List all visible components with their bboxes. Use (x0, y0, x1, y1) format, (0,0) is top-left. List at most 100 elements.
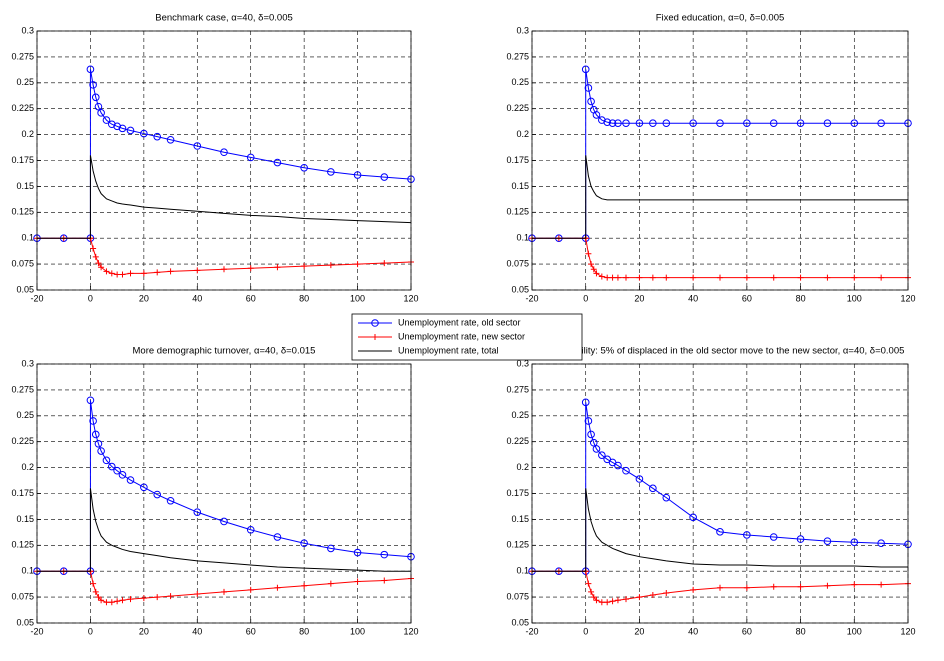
marker-plus (108, 270, 115, 277)
marker-plus (154, 269, 161, 276)
marker-circle (769, 119, 778, 128)
marker-circle (584, 417, 593, 425)
y-tick-label: 0.175 (506, 488, 529, 498)
y-tick-label: 0.275 (506, 51, 529, 61)
marker-plus (609, 598, 616, 605)
marker-circle (113, 466, 121, 475)
marker-circle (716, 528, 724, 536)
marker-circle (193, 142, 202, 150)
x-tick-label: 80 (796, 293, 806, 303)
marker-plus (743, 274, 750, 281)
marker-plus (585, 580, 592, 587)
y-tick-label: 0.175 (506, 155, 529, 165)
series (529, 235, 911, 281)
y-tick-label: 0.3 (516, 358, 529, 368)
marker-circle (97, 447, 105, 455)
x-tick-label: 20 (139, 293, 149, 303)
x-tick-label: 0 (583, 293, 588, 303)
marker-circle (614, 119, 622, 128)
y-tick-label: 0.2 (516, 129, 529, 139)
y-tick-label: 0.225 (11, 103, 34, 113)
marker-circle (113, 122, 121, 131)
y-tick-label: 0.075 (11, 258, 34, 268)
marker-plus (590, 594, 597, 601)
y-tick-label: 0.225 (506, 436, 529, 446)
marker-plus (690, 274, 697, 281)
series (528, 65, 912, 242)
marker-circle (622, 119, 630, 128)
marker-circle (581, 398, 590, 407)
marker-plus (797, 274, 804, 281)
marker-circle (193, 508, 202, 516)
marker-plus (590, 266, 597, 273)
marker-circle (108, 120, 116, 129)
y-tick-label: 0.05 (16, 284, 34, 294)
y-tick-label: 0.2 (21, 462, 34, 472)
y-tick-label: 0.25 (16, 410, 34, 420)
marker-circle (649, 119, 657, 128)
chart-title: Fixed education, α=0, δ=0.005 (656, 13, 785, 24)
marker-plus (851, 581, 858, 588)
marker-circle (300, 539, 308, 548)
marker-plus (878, 581, 885, 588)
line (37, 400, 412, 572)
y-tick-label: 0.1 (516, 233, 529, 243)
marker-plus (95, 594, 102, 601)
marker-circle (877, 119, 885, 128)
chart-title: More demographic turnover, α=40, δ=0.015 (133, 346, 316, 357)
plot-frame (531, 363, 909, 624)
marker-plus (743, 584, 750, 591)
x-tick-label: 20 (634, 293, 644, 303)
marker-plus (301, 582, 308, 589)
plot-area (532, 364, 908, 623)
marker-circle (877, 539, 885, 548)
marker-plus (90, 580, 97, 587)
y-tick-label: 0.25 (511, 410, 529, 420)
marker-circle (166, 135, 175, 144)
marker-plus (194, 590, 201, 597)
marker-circle (608, 119, 617, 128)
marker-circle (86, 65, 95, 74)
y-tick-label: 0.3 (516, 25, 529, 35)
plot-frame (36, 363, 412, 624)
x-tick-label: 0 (88, 626, 93, 636)
y-tick-label: 0.075 (11, 591, 34, 601)
marker-plus (824, 274, 831, 281)
marker-circle (246, 153, 255, 162)
y-tick-label: 0.15 (16, 181, 34, 191)
y-tick-label: 0.15 (511, 514, 529, 524)
legend-label: Unemployment rate, total (398, 345, 499, 355)
marker-plus (797, 583, 804, 590)
marker-plus (598, 273, 605, 280)
x-tick-label: 60 (246, 293, 256, 303)
marker-circle (86, 396, 95, 405)
x-tick-label: 0 (583, 626, 588, 636)
x-tick-label: 100 (847, 626, 862, 636)
y-tick-label: 0.15 (16, 514, 34, 524)
marker-circle (97, 109, 105, 117)
marker-plus (114, 598, 121, 605)
marker-plus (274, 584, 281, 591)
x-tick-label: -20 (525, 626, 538, 636)
y-tick-label: 0.15 (511, 181, 529, 191)
marker-circle (635, 475, 644, 483)
marker-plus (604, 274, 611, 281)
marker-circle (89, 417, 97, 425)
x-tick-label: -20 (525, 293, 538, 303)
y-tick-label: 0.125 (506, 540, 529, 550)
marker-circle (689, 513, 697, 522)
marker-plus (690, 586, 697, 593)
marker-plus (588, 588, 595, 595)
marker-circle (584, 84, 593, 92)
marker-plus (114, 271, 121, 278)
marker-plus (851, 274, 858, 281)
y-tick-label: 0.25 (511, 77, 529, 87)
marker-plus (154, 594, 161, 601)
chart-title: Benchmark case, α=40, δ=0.005 (155, 13, 293, 24)
marker-plus (649, 592, 656, 599)
marker-circle (108, 462, 116, 471)
y-tick-label: 0.125 (11, 540, 34, 550)
marker-plus (636, 274, 643, 281)
marker-circle (102, 456, 111, 465)
